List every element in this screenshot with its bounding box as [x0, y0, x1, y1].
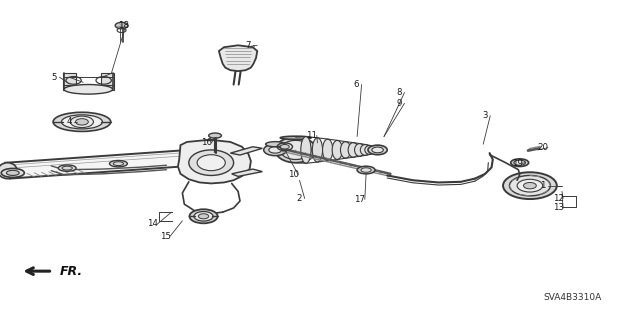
Ellipse shape — [301, 137, 311, 163]
Ellipse shape — [340, 142, 351, 158]
Text: 16: 16 — [200, 138, 212, 147]
Ellipse shape — [361, 168, 371, 172]
Polygon shape — [5, 147, 238, 179]
Ellipse shape — [64, 85, 113, 94]
Text: 18: 18 — [118, 21, 129, 30]
Text: 9: 9 — [397, 99, 402, 108]
Ellipse shape — [365, 145, 375, 154]
Text: 10: 10 — [287, 170, 299, 179]
Ellipse shape — [194, 211, 213, 221]
Text: 20: 20 — [537, 143, 548, 152]
Polygon shape — [232, 169, 262, 176]
Text: 5: 5 — [52, 73, 57, 82]
Ellipse shape — [503, 172, 557, 199]
Ellipse shape — [332, 140, 342, 160]
Ellipse shape — [511, 159, 529, 167]
Ellipse shape — [357, 166, 375, 174]
Text: 15: 15 — [159, 232, 171, 241]
Text: 3: 3 — [483, 111, 488, 120]
Text: 2: 2 — [297, 194, 302, 203]
Text: 11: 11 — [306, 131, 317, 140]
Ellipse shape — [280, 136, 311, 139]
Ellipse shape — [360, 145, 371, 155]
Ellipse shape — [1, 168, 24, 177]
Text: 6: 6 — [354, 80, 359, 89]
Ellipse shape — [6, 170, 19, 175]
Text: 1: 1 — [540, 181, 545, 190]
Ellipse shape — [280, 140, 311, 160]
Text: 19: 19 — [512, 159, 522, 168]
Polygon shape — [101, 73, 114, 85]
Ellipse shape — [368, 145, 387, 155]
Ellipse shape — [509, 175, 550, 196]
Ellipse shape — [266, 142, 285, 147]
Ellipse shape — [189, 209, 218, 223]
Ellipse shape — [189, 150, 234, 175]
Text: 12: 12 — [552, 194, 564, 203]
Text: SVA4B3310A: SVA4B3310A — [543, 293, 602, 302]
Text: 4: 4 — [67, 117, 72, 126]
Ellipse shape — [524, 182, 536, 189]
Ellipse shape — [53, 112, 111, 131]
Ellipse shape — [115, 22, 128, 29]
Ellipse shape — [0, 163, 17, 179]
Ellipse shape — [61, 115, 102, 129]
Polygon shape — [63, 85, 114, 90]
Ellipse shape — [198, 214, 209, 219]
Ellipse shape — [264, 144, 287, 156]
Ellipse shape — [76, 119, 88, 125]
Ellipse shape — [197, 155, 225, 171]
Ellipse shape — [109, 160, 127, 167]
Polygon shape — [63, 73, 76, 85]
Ellipse shape — [70, 116, 93, 128]
Ellipse shape — [323, 139, 333, 161]
Text: 8: 8 — [397, 88, 402, 97]
Ellipse shape — [372, 147, 383, 153]
Text: 7: 7 — [246, 41, 251, 50]
Polygon shape — [230, 147, 262, 155]
Ellipse shape — [275, 137, 316, 163]
Polygon shape — [178, 140, 251, 183]
Ellipse shape — [355, 144, 365, 156]
Ellipse shape — [280, 145, 289, 149]
Ellipse shape — [209, 133, 221, 138]
Ellipse shape — [517, 179, 543, 192]
Ellipse shape — [312, 138, 323, 162]
Text: FR.: FR. — [60, 265, 83, 278]
Ellipse shape — [58, 165, 76, 171]
Ellipse shape — [269, 147, 282, 153]
Ellipse shape — [514, 160, 525, 165]
Text: 14: 14 — [147, 219, 158, 228]
Text: 17: 17 — [354, 195, 365, 204]
Text: 13: 13 — [552, 204, 564, 212]
Ellipse shape — [348, 143, 358, 157]
Polygon shape — [219, 45, 257, 71]
